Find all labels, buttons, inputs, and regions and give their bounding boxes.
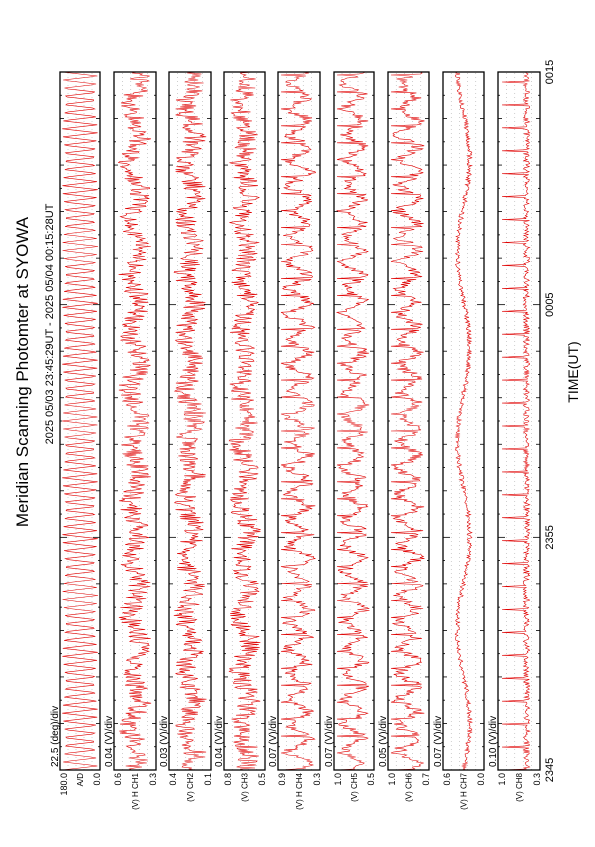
panel-8: 0.6 0.0 (V) H CH7 0.07 (V)/div [433, 71, 486, 810]
scale-label: 0.04 (V)/div [104, 716, 115, 767]
y-tick-label-bottom: 0.7 [421, 773, 431, 786]
channel-label: A/D [76, 773, 85, 787]
channel-label: (V) H CH7 [460, 772, 469, 809]
x-tick-label: 0015 [544, 60, 556, 84]
panel-6: 1.0 0.5 (V) CH5 0.07 (V)/div [324, 71, 376, 802]
scale-label: 22.5 (deg)/div [50, 706, 61, 767]
scale-label: 0.07 (V)/div [433, 716, 444, 767]
y-tick-label-bottom: 0.3 [532, 773, 542, 786]
y-tick-label-bottom: 0.5 [257, 773, 267, 786]
x-tick-labels: 2345 2355 0005 0015 [544, 60, 556, 782]
y-tick-label-top: 0.9 [277, 773, 287, 786]
x-axis-label: TIME(UT) [565, 341, 581, 402]
panel-stack: 180.0 0.0 A/D 22.5 (deg)/div 0.6 0.3 (V) H CH1… [50, 71, 542, 810]
y-tick-label-top: 180.0 [59, 773, 69, 796]
panel-4: 0.8 0.5 (V) CH3 0.04 (V)/div [214, 71, 267, 802]
y-tick-label-bottom: 0.0 [476, 773, 486, 786]
x-tick-label: 2345 [544, 758, 556, 782]
series-line [501, 71, 531, 771]
channel-label: (V) CH5 [350, 772, 359, 801]
panel-5: 0.9 0.3 (V) H CH4 0.07 (V)/div [268, 71, 322, 810]
panel-2: 0.6 0.3 (V) H CH1 0.04 (V)/div [104, 71, 158, 810]
panel-3: 0.4 0.1 (V) CH2 0.03 (V)/div [159, 71, 213, 802]
y-tick-label-bottom: 0.0 [92, 773, 102, 786]
x-tick-label: 2355 [544, 525, 556, 549]
y-tick-label-bottom: 0.5 [366, 773, 376, 786]
series-line [117, 71, 152, 771]
panel-9: 1.0 0.3 (V) CH8 0.10 (V)/div [488, 71, 542, 802]
channel-label: (V) CH8 [515, 772, 524, 801]
panel-7: 1.0 0.7 (V) CH6 0.05 (V)/div [378, 71, 431, 802]
series-line [390, 71, 425, 771]
scale-label: 0.03 (V)/div [159, 716, 170, 767]
series-line [454, 71, 473, 771]
series-line [335, 71, 370, 771]
y-tick-label-top: 0.8 [223, 773, 233, 786]
series-line [61, 71, 99, 771]
y-tick-label-top: 0.4 [168, 773, 178, 786]
y-tick-label-top: 0.6 [442, 773, 452, 786]
y-tick-label-top: 1.0 [387, 773, 397, 786]
y-tick-label-bottom: 0.3 [148, 773, 158, 786]
scale-label: 0.10 (V)/div [488, 716, 499, 767]
panel-frame [497, 71, 541, 771]
channel-label: (V) CH3 [241, 772, 250, 801]
scale-label: 0.07 (V)/div [268, 716, 279, 767]
y-tick-label-bottom: 0.3 [312, 773, 322, 786]
time-range-label: 2025 05/03 23:45:29UT - 2025 05/04 00:15… [44, 203, 56, 444]
channel-label: (V) CH6 [405, 772, 414, 801]
y-tick-label-top: 1.0 [497, 773, 507, 786]
y-tick-label-bottom: 0.1 [203, 773, 213, 786]
y-tick-label-top: 0.6 [113, 773, 123, 786]
x-tick-label: 0005 [544, 292, 556, 316]
channel-label: (V) H CH1 [131, 772, 140, 809]
panel-1: 180.0 0.0 A/D 22.5 (deg)/div [50, 71, 102, 796]
series-line [228, 71, 261, 771]
panel-frame [442, 71, 485, 771]
y-tick-label-top: 1.0 [333, 773, 343, 786]
scale-label: 0.04 (V)/div [214, 716, 225, 767]
panel-frame [59, 71, 101, 771]
chart-title: Meridian Scanning Photomter at SYOWA [13, 216, 32, 527]
channel-label: (V) H CH4 [295, 772, 304, 809]
scale-label: 0.07 (V)/div [324, 716, 335, 767]
series-line [173, 71, 207, 771]
scale-label: 0.05 (V)/div [378, 716, 389, 767]
series-line [280, 71, 317, 771]
channel-label: (V) CH2 [186, 772, 195, 801]
